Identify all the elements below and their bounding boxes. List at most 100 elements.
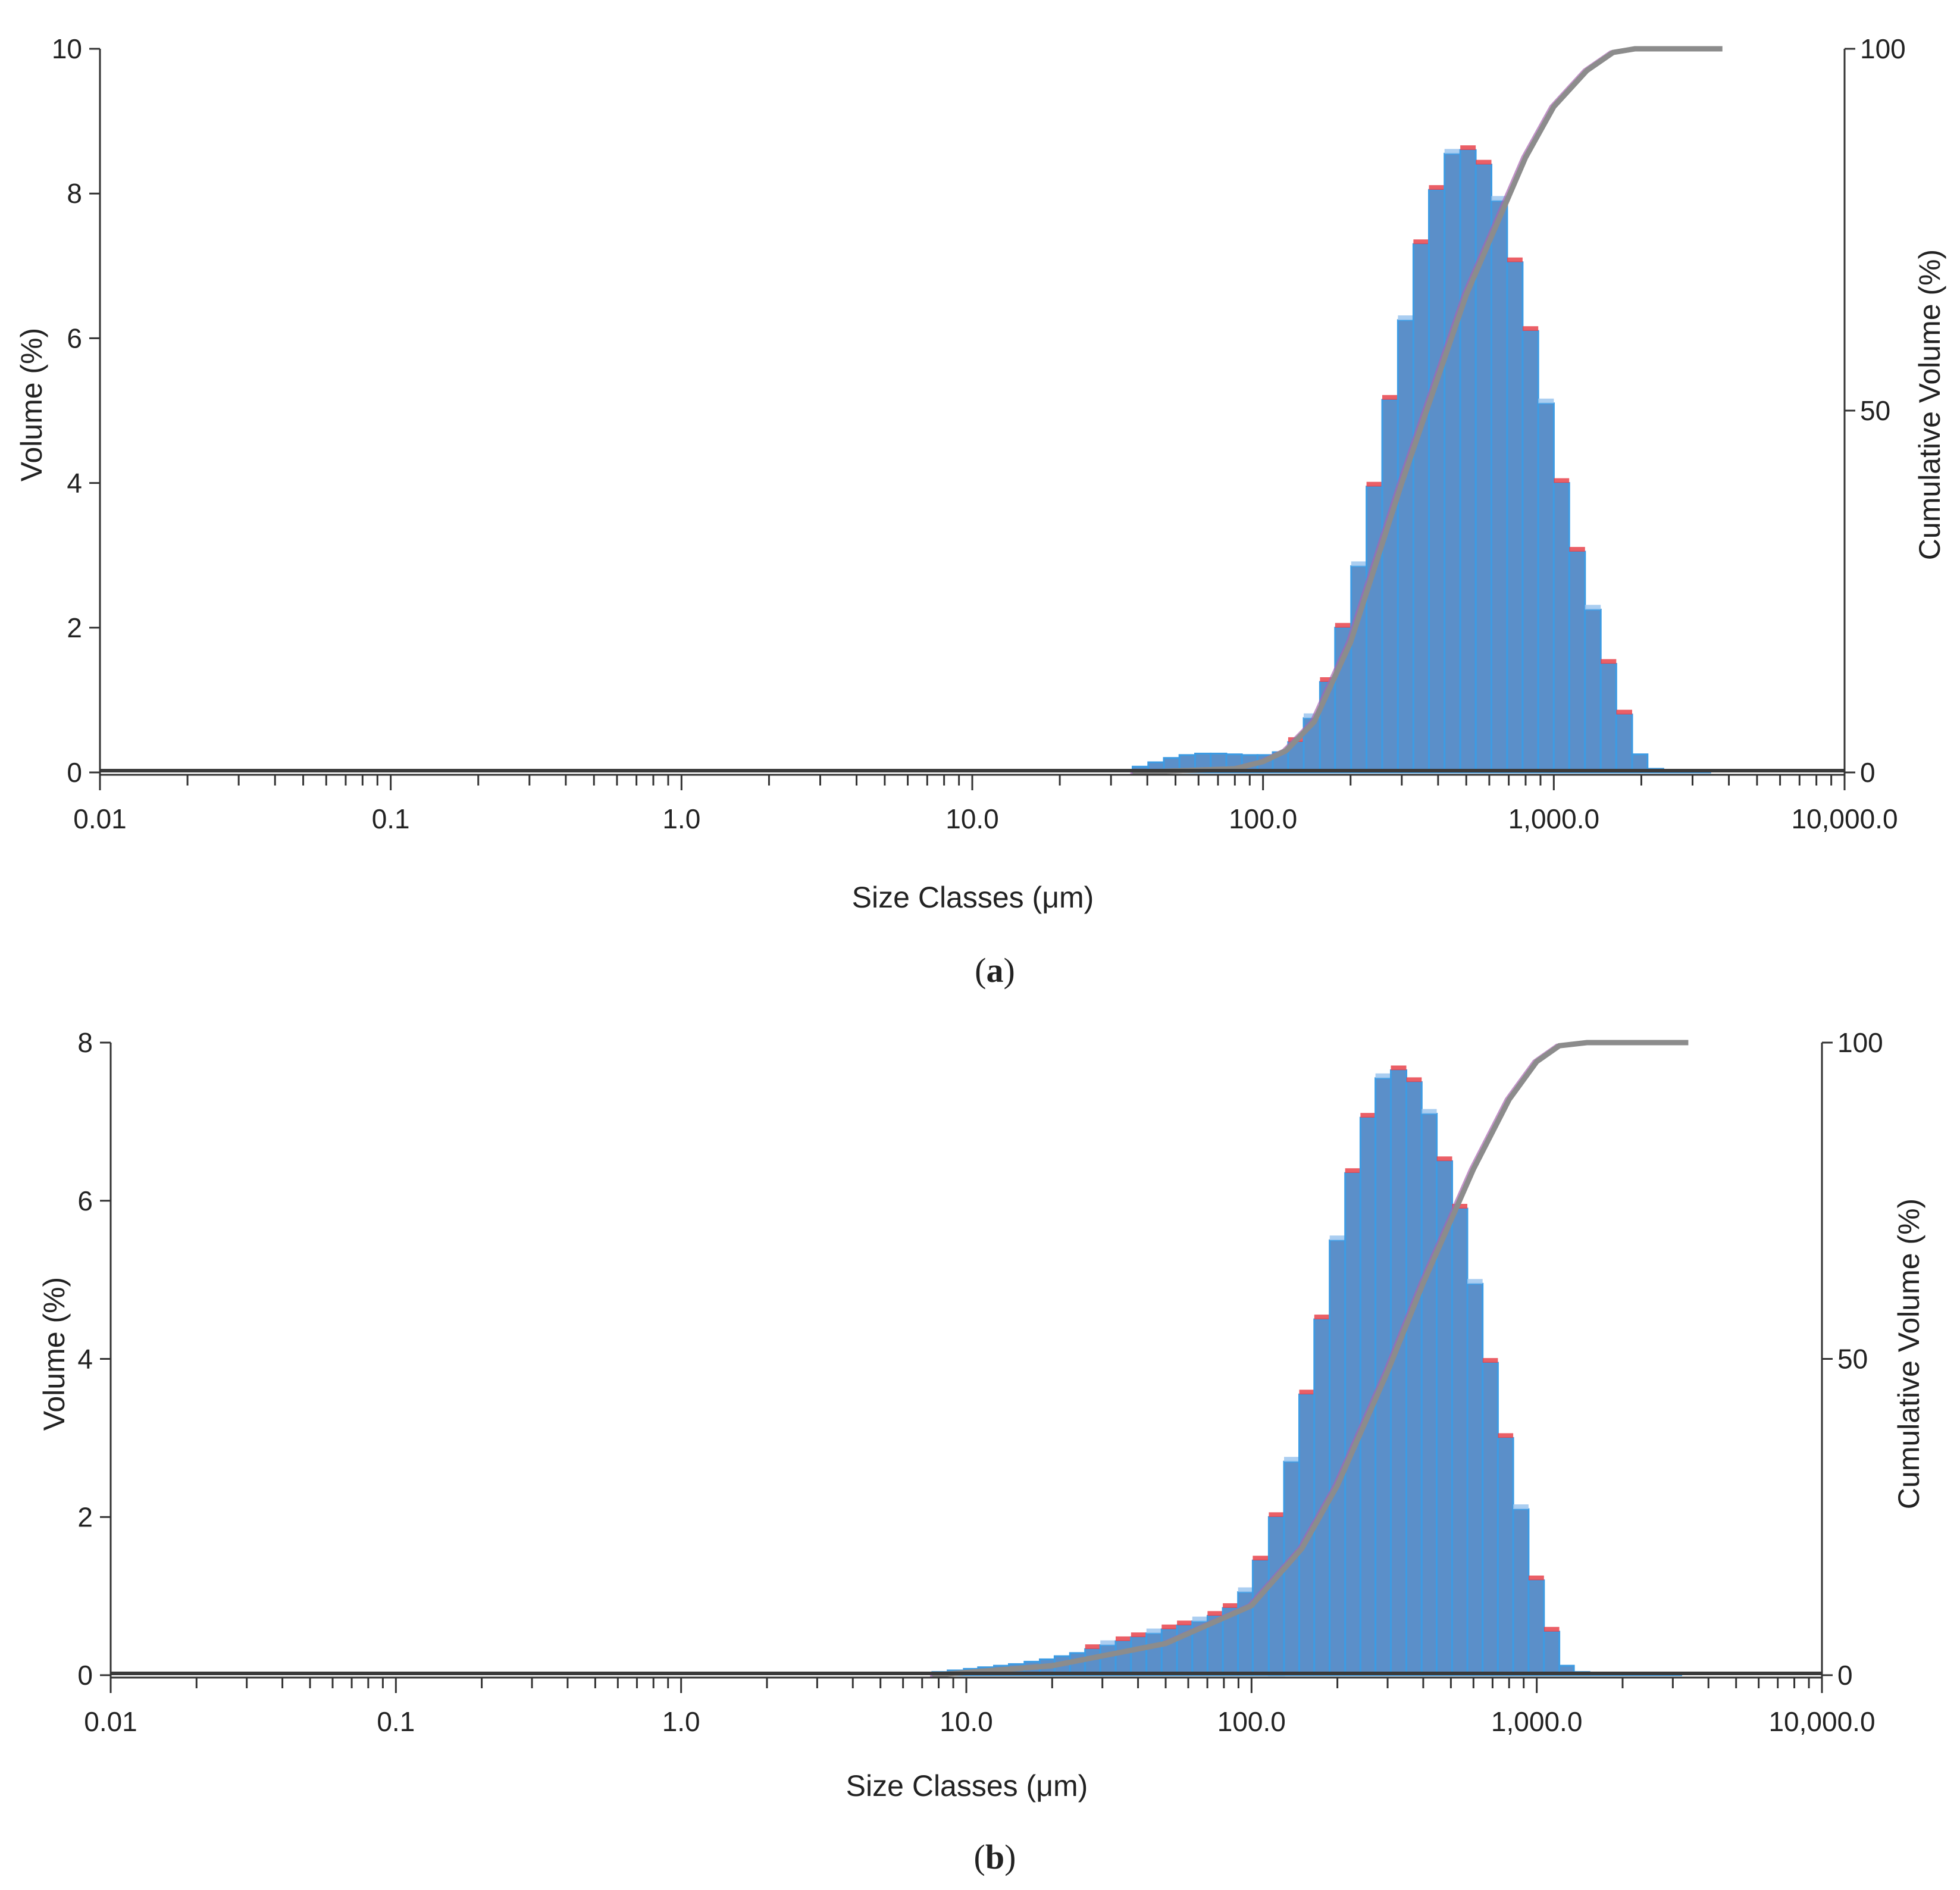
- panel-b-bar-cap: [1436, 1156, 1452, 1162]
- panel-b-bar-cap: [1146, 1628, 1162, 1634]
- panel-a-bar: [1412, 243, 1430, 774]
- y-tick-label: 6: [77, 1185, 93, 1216]
- panel-a-bar-cap: [1491, 196, 1507, 201]
- panel-a-cumulative-line: [1132, 46, 1723, 775]
- y2-tick-label: 100: [1860, 33, 1906, 64]
- panel-b-bar: [1482, 1362, 1499, 1676]
- panel-a-bar-cap: [1522, 326, 1539, 331]
- panel-a-bar: [1397, 319, 1414, 774]
- panel-a-caption-letter: a: [987, 951, 1004, 990]
- panel-b-y-axis-label: Volume (%): [37, 1277, 71, 1431]
- panel-a-bar-cap: [1554, 478, 1570, 483]
- panel-b-bar-cap: [1422, 1109, 1437, 1114]
- panel-a-bar-cap: [1351, 561, 1367, 567]
- x-tick-label: 0.01: [84, 1706, 137, 1737]
- panel-a-bar: [1490, 199, 1508, 774]
- y-tick-label: 2: [67, 612, 82, 643]
- panel-b-bar: [1329, 1239, 1347, 1676]
- panel-b-bar: [1466, 1282, 1484, 1676]
- panel-a-bar-cap: [1569, 547, 1585, 552]
- panel-a-bar: [1537, 402, 1555, 774]
- x-tick-label: 10,000.0: [1791, 803, 1898, 834]
- panel-b-bar-cap: [1513, 1504, 1529, 1509]
- y2-tick-label: 50: [1860, 395, 1890, 426]
- x-tick-label: 1,000.0: [1508, 803, 1599, 834]
- panel-b-bar-cap: [1482, 1358, 1498, 1363]
- panel-b-bar: [1527, 1579, 1545, 1676]
- panel-b-bar-cap: [1528, 1575, 1544, 1581]
- y-tick-label: 6: [67, 323, 82, 353]
- panel-a-x-ticks: 0.01 0.1 1.0 10.0 100.0 1,000.0 10,000.0: [73, 775, 1898, 834]
- panel-b-bar-cap: [1269, 1512, 1284, 1517]
- panel-a-bar-cap: [1507, 257, 1523, 262]
- panel-b-bar-cap: [1345, 1168, 1361, 1174]
- x-tick-label: 100.0: [1229, 803, 1297, 834]
- x-tick-label: 0.1: [372, 803, 410, 834]
- y2-tick-label: 100: [1837, 1027, 1883, 1058]
- panel-b-bar: [1405, 1081, 1423, 1676]
- panel-b-bar-cap: [1284, 1457, 1300, 1462]
- panel-b-bar-cap: [1543, 1626, 1560, 1632]
- panel-a-bar-cap: [1413, 239, 1429, 245]
- panel-b-y2-axis-label: Cumulative Volume (%): [1892, 1199, 1925, 1509]
- panel-a-bar-cap: [1601, 659, 1617, 664]
- panel-b-bar-cap: [1253, 1556, 1269, 1561]
- panel-a-bar-cap: [1429, 185, 1445, 190]
- panel-b-caption-close: ): [1004, 1838, 1016, 1876]
- panel-a-bar-cap: [1366, 481, 1382, 487]
- panel-b-x-axis-label: Size Classes (μm): [846, 1769, 1088, 1803]
- y-tick-label: 0: [67, 757, 82, 788]
- panel-a-y2-ticks: 0 50 100: [1845, 33, 1906, 788]
- x-tick-label: 10,000.0: [1768, 1706, 1875, 1737]
- panel-b-x-ticks: 0.01 0.1 1.0 10.0 100.0 1,000.0 10,000.0: [84, 1678, 1876, 1737]
- panel-a-bar-cap: [1304, 713, 1320, 718]
- y-tick-label: 4: [67, 468, 82, 499]
- panel-b-bar-cap: [1223, 1603, 1238, 1609]
- panel-b-bar-cap: [1238, 1587, 1253, 1592]
- panel-a-bar: [1444, 152, 1461, 774]
- panel-b-bars: [931, 1065, 1682, 1676]
- panel-a-bar: [1568, 550, 1586, 774]
- panel-b-bar: [1420, 1113, 1438, 1676]
- panel-a-bar: [1428, 189, 1446, 774]
- panel-b-bar-cap: [1406, 1077, 1422, 1082]
- panel-a-y-ticks: 0 2 4 6 8 10: [52, 33, 100, 788]
- panel-b-bar: [1145, 1632, 1163, 1676]
- y-tick-label: 0: [77, 1660, 93, 1691]
- y2-tick-label: 50: [1837, 1344, 1868, 1375]
- y-tick-label: 4: [77, 1344, 93, 1375]
- panel-a-bar-cap: [1320, 677, 1335, 682]
- panel-b-bar-cap: [1192, 1616, 1208, 1622]
- panel-a-bar-cap: [1616, 709, 1632, 715]
- panel-b-bar-cap: [1299, 1390, 1314, 1395]
- y-tick-label: 10: [52, 33, 82, 64]
- panel-a-chart: 0.01 0.1 1.0 10.0 100.0 1,000.0 10,000.0 0 2 4 6 8…: [15, 33, 1946, 990]
- panel-a-bar-cap: [1335, 622, 1351, 628]
- panel-a-bar: [1459, 149, 1477, 774]
- panel-b-bar-cap: [1085, 1644, 1101, 1650]
- panel-b-bar-cap: [1329, 1235, 1345, 1241]
- panel-b-bar-cap: [1100, 1640, 1116, 1645]
- panel-b-bar-cap: [1161, 1624, 1178, 1629]
- panel-a-bars: [1132, 145, 1711, 774]
- panel-a-bar-cap: [1460, 145, 1476, 151]
- y2-tick-label: 0: [1837, 1660, 1853, 1691]
- panel-b-bar: [1512, 1508, 1530, 1676]
- panel-a-bar-cap: [1382, 395, 1398, 400]
- panel-b-bar-cap: [1116, 1636, 1131, 1641]
- y-tick-label: 2: [77, 1501, 93, 1532]
- x-tick-label: 1.0: [662, 1706, 700, 1737]
- x-tick-label: 0.1: [377, 1706, 415, 1737]
- panel-b-bar-cap: [1207, 1611, 1223, 1616]
- panel-a-caption-open: (: [975, 951, 986, 990]
- panel-a-x-axis-label: Size Classes (μm): [852, 881, 1094, 914]
- panel-b-caption: (b): [974, 1838, 1016, 1876]
- panel-b-bar-cap: [1375, 1073, 1391, 1078]
- y-tick-label: 8: [67, 178, 82, 209]
- panel-b-bar: [1451, 1207, 1469, 1676]
- x-tick-label: 10.0: [940, 1706, 993, 1737]
- panel-b-bar-cap: [1360, 1113, 1376, 1118]
- panel-a-caption: (a): [975, 951, 1015, 990]
- panel-b-cumulative-line: [932, 1040, 1689, 1678]
